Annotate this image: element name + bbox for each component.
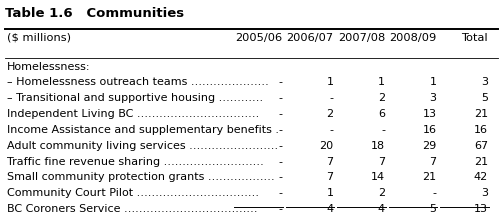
Text: 7: 7	[326, 157, 334, 167]
Text: -: -	[278, 172, 282, 182]
Text: – Homelessness outreach teams …………………: – Homelessness outreach teams …………………	[7, 77, 269, 87]
Text: -: -	[278, 188, 282, 198]
Text: 16: 16	[422, 125, 436, 135]
Text: 2006/07: 2006/07	[286, 33, 334, 43]
Text: 2008/09: 2008/09	[389, 33, 436, 43]
Text: -: -	[278, 77, 282, 87]
Text: 16: 16	[474, 125, 488, 135]
Text: 2005/06: 2005/06	[235, 33, 282, 43]
Text: -: -	[278, 109, 282, 119]
Text: -: -	[278, 125, 282, 135]
Text: 2: 2	[378, 188, 385, 198]
Text: 1: 1	[430, 77, 436, 87]
Text: 13: 13	[474, 204, 488, 214]
Text: 7: 7	[430, 157, 436, 167]
Text: Homelessness:: Homelessness:	[7, 62, 90, 72]
Text: 21: 21	[474, 109, 488, 119]
Text: -: -	[432, 188, 436, 198]
Text: 3: 3	[481, 77, 488, 87]
Text: Adult community living services ……………………: Adult community living services ……………………	[7, 141, 278, 151]
Text: 67: 67	[474, 141, 488, 151]
Text: Income Assistance and supplementary benefits .: Income Assistance and supplementary bene…	[7, 125, 279, 135]
Text: 2: 2	[378, 93, 385, 103]
Text: 2: 2	[326, 109, 334, 119]
Text: 20: 20	[320, 141, 334, 151]
Text: Community Court Pilot ……………………………: Community Court Pilot ……………………………	[7, 188, 259, 198]
Text: 7: 7	[326, 172, 334, 182]
Text: 42: 42	[474, 172, 488, 182]
Text: 1: 1	[378, 77, 385, 87]
Text: -: -	[381, 125, 385, 135]
Text: 1: 1	[326, 77, 334, 87]
Text: Small community protection grants ………………: Small community protection grants ………………	[7, 172, 274, 182]
Text: 21: 21	[474, 157, 488, 167]
Text: BC Coroners Service ………………………………: BC Coroners Service ………………………………	[7, 204, 258, 214]
Text: 29: 29	[422, 141, 436, 151]
Text: 4: 4	[378, 204, 385, 214]
Text: -: -	[330, 125, 334, 135]
Text: 14: 14	[371, 172, 385, 182]
Text: 5: 5	[430, 204, 436, 214]
Text: – Transitional and supportive housing …………: – Transitional and supportive housing ………	[7, 93, 263, 103]
Text: 1: 1	[326, 188, 334, 198]
Text: Total: Total	[462, 33, 488, 43]
Text: 3: 3	[481, 188, 488, 198]
Text: -: -	[330, 93, 334, 103]
Text: 13: 13	[422, 109, 436, 119]
Text: 5: 5	[481, 93, 488, 103]
Text: -: -	[278, 93, 282, 103]
Text: Independent Living BC ……………………………: Independent Living BC ……………………………	[7, 109, 259, 119]
Text: 7: 7	[378, 157, 385, 167]
Text: -: -	[278, 141, 282, 151]
Text: ($ millions): ($ millions)	[7, 33, 71, 43]
Text: -: -	[278, 204, 282, 214]
Text: Table 1.6   Communities: Table 1.6 Communities	[5, 7, 184, 20]
Text: 18: 18	[371, 141, 385, 151]
Text: 2007/08: 2007/08	[338, 33, 385, 43]
Text: Traffic fine revenue sharing ………………………: Traffic fine revenue sharing ………………………	[7, 157, 264, 167]
Text: 4: 4	[326, 204, 334, 214]
Text: -: -	[278, 157, 282, 167]
Text: 21: 21	[422, 172, 436, 182]
Text: 6: 6	[378, 109, 385, 119]
Text: 3: 3	[430, 93, 436, 103]
